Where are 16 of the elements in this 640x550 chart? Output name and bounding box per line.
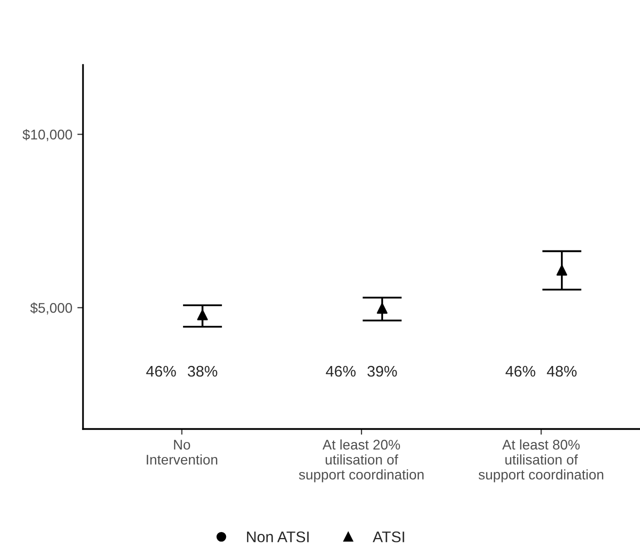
annotation: 39%: [367, 366, 397, 377]
y-tick-label: $5,000: [30, 302, 72, 314]
point: [376, 303, 388, 314]
annotation: 46%: [506, 366, 536, 377]
annotation: 46%: [146, 366, 176, 377]
point: [197, 310, 208, 320]
x-tick-label: No Intervention: [146, 440, 218, 465]
x-tick-label: At least 20% utilisation of support coordination: [298, 439, 424, 482]
y-tick-label: $10,000: [22, 129, 72, 142]
annotation: 48%: [546, 366, 577, 377]
legend-label: ATSI: [372, 531, 404, 542]
x-tick-label: At least 80% utilisation of support coordination: [478, 439, 604, 482]
annotation: 38%: [188, 366, 218, 377]
annotation: 46%: [326, 366, 356, 377]
point: [556, 264, 568, 276]
legend-label: Non ATSI: [247, 531, 309, 542]
